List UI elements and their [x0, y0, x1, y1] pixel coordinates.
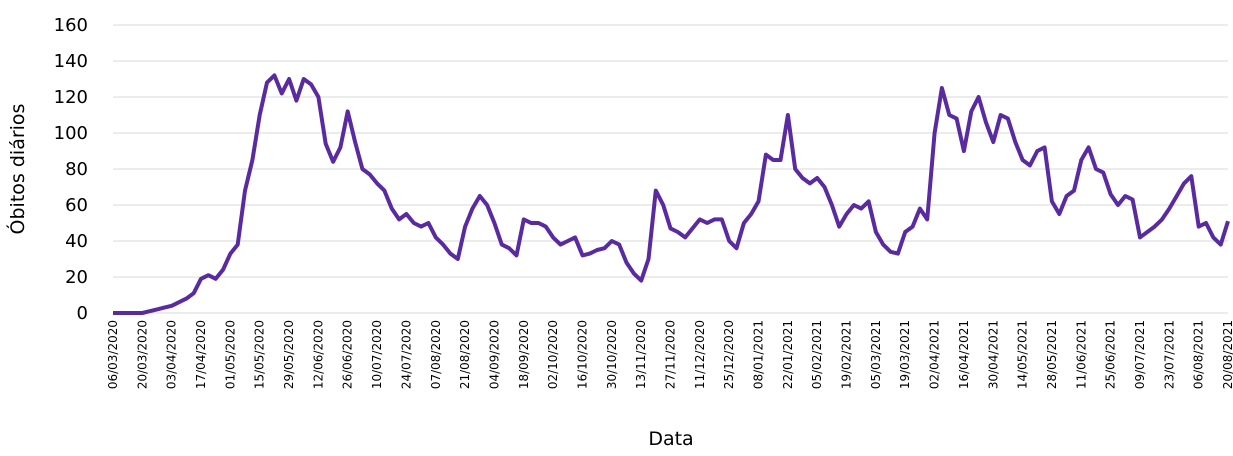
x-tick-label: 13/11/2020 — [634, 320, 648, 389]
x-tick-label: 18/09/2020 — [517, 320, 531, 389]
x-tick-label: 14/05/2021 — [1016, 320, 1030, 389]
x-tick-label: 30/04/2021 — [986, 320, 1000, 389]
x-tick-label: 09/07/2021 — [1133, 320, 1147, 389]
x-tick-label: 07/08/2020 — [429, 320, 443, 389]
x-tick-label: 15/05/2020 — [253, 320, 267, 389]
x-tick-label: 27/11/2020 — [664, 320, 678, 389]
x-tick-label: 01/05/2020 — [223, 320, 237, 389]
x-tick-label: 23/07/2021 — [1162, 320, 1176, 389]
y-tick-label: 140 — [54, 51, 88, 72]
x-tick-label: 11/12/2020 — [693, 320, 707, 389]
y-tick-label: 100 — [54, 123, 88, 144]
x-tick-label: 12/06/2020 — [311, 320, 325, 389]
x-tick-label: 30/10/2020 — [605, 320, 619, 389]
x-tick-label: 21/08/2020 — [458, 320, 472, 389]
x-tick-label: 20/08/2021 — [1221, 320, 1233, 389]
x-tick-label: 22/01/2021 — [781, 320, 795, 389]
y-tick-label: 60 — [65, 195, 88, 216]
x-tick-label: 06/03/2020 — [106, 320, 120, 389]
y-tick-label: 0 — [77, 303, 88, 324]
x-tick-label: 05/02/2021 — [810, 320, 824, 389]
x-tick-label: 05/03/2021 — [869, 320, 883, 389]
x-tick-label: 24/07/2020 — [399, 320, 413, 389]
x-tick-label: 19/03/2021 — [898, 320, 912, 389]
x-tick-label: 16/04/2021 — [957, 320, 971, 389]
x-tick-label: 06/08/2021 — [1192, 320, 1206, 389]
x-tick-label: 04/09/2020 — [487, 320, 501, 389]
x-tick-label: 02/04/2021 — [928, 320, 942, 389]
y-tick-label: 120 — [54, 87, 88, 108]
x-tick-label: 02/10/2020 — [546, 320, 560, 389]
y-tick-label: 80 — [65, 159, 88, 180]
x-tick-label: 11/06/2021 — [1074, 320, 1088, 389]
x-tick-label: 03/04/2020 — [165, 320, 179, 389]
x-tick-label: 25/12/2020 — [722, 320, 736, 389]
x-axis-label: Data — [648, 428, 693, 450]
y-tick-label: 20 — [65, 267, 88, 288]
x-tick-label: 28/05/2021 — [1045, 320, 1059, 389]
x-tick-label: 10/07/2020 — [370, 320, 384, 389]
x-tick-label: 17/04/2020 — [194, 320, 208, 389]
x-tick-label: 25/06/2021 — [1104, 320, 1118, 389]
x-tick-label: 16/10/2020 — [575, 320, 589, 389]
data-line — [113, 73, 1230, 315]
x-tick-label: 26/06/2020 — [341, 320, 355, 389]
x-tick-label: 19/02/2021 — [840, 320, 854, 389]
x-tick-label: 29/05/2020 — [282, 320, 296, 389]
y-tick-label: 160 — [54, 15, 88, 36]
x-tick-label: 20/03/2020 — [135, 320, 149, 389]
y-axis-label: Óbitos diários — [5, 104, 29, 235]
x-tick-label: 08/01/2021 — [752, 320, 766, 389]
y-tick-label: 40 — [65, 231, 88, 252]
